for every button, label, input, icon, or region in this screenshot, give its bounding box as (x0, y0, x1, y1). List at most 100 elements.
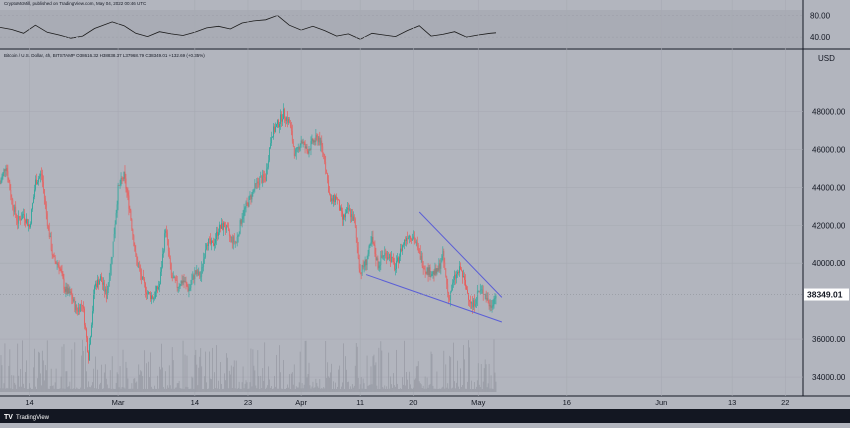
candle-body (115, 224, 116, 234)
volume-bar (249, 389, 250, 392)
candle-body (338, 199, 339, 200)
candle-body (173, 277, 174, 278)
candle-body (444, 263, 445, 269)
candle-body (198, 272, 199, 275)
candle-body (452, 283, 453, 290)
candle-body (455, 275, 456, 279)
price-tick-label: 34000.00 (812, 373, 846, 382)
candle-body (104, 282, 105, 291)
candle-body (415, 241, 416, 242)
volume-bar (112, 356, 113, 392)
candle-body (62, 271, 63, 274)
volume-bar (144, 350, 145, 392)
volume-bar (423, 386, 424, 392)
candle-body (233, 237, 234, 244)
volume-bar (433, 386, 434, 392)
volume-bar (192, 377, 193, 392)
volume-bar (100, 383, 101, 392)
volume-bar (160, 369, 161, 392)
volume-bar (368, 386, 369, 392)
volume-bar (230, 375, 231, 392)
candle-body (230, 236, 231, 237)
candle-body (472, 302, 473, 307)
candle-body (326, 170, 327, 173)
candle-body (174, 277, 175, 278)
volume-bar (170, 385, 171, 392)
volume-bar (141, 371, 142, 392)
candle-body (24, 214, 25, 219)
volume-bar (266, 388, 267, 392)
volume-bar (373, 356, 374, 392)
volume-bar (268, 366, 269, 392)
volume-bar (86, 371, 87, 392)
candle-body (39, 176, 40, 178)
volume-bar (334, 389, 335, 392)
candle-body (491, 305, 492, 307)
volume-bar (32, 389, 33, 392)
candle-body (122, 178, 123, 179)
candle-body (42, 174, 43, 182)
candle-body (130, 209, 131, 211)
candle-body (478, 291, 479, 292)
candle-body (362, 265, 363, 274)
candle-body (369, 246, 370, 254)
volume-bar (171, 389, 172, 392)
volume-bar (18, 376, 19, 392)
volume-bar (255, 370, 256, 392)
candle-body (366, 260, 367, 266)
volume-bar (490, 389, 491, 392)
candle-body (433, 271, 434, 274)
candle-body (462, 271, 463, 278)
candle-body (298, 147, 299, 148)
volume-bar (226, 353, 227, 392)
volume-bar (145, 389, 146, 392)
candle-body (166, 231, 167, 233)
volume-bar (198, 368, 199, 392)
volume-bar (465, 389, 466, 392)
tradingview-logo[interactable]: TV TradingView (4, 414, 50, 421)
volume-bar (440, 389, 441, 392)
candle-body (243, 216, 244, 218)
volume-bar (400, 388, 401, 392)
candle-body (458, 272, 459, 273)
candle-body (459, 266, 460, 273)
candle-body (57, 264, 58, 265)
volume-bar (121, 389, 122, 392)
candle-body (422, 256, 423, 266)
candle-body (93, 294, 94, 311)
candle-body (492, 306, 493, 307)
candle-body (471, 302, 472, 303)
volume-bar (250, 382, 251, 392)
candle-body (446, 276, 447, 284)
candle-body (205, 249, 206, 257)
volume-bar (454, 381, 455, 392)
volume-bar (92, 382, 93, 392)
candle-body (408, 238, 409, 239)
volume-bar (65, 389, 66, 392)
candle-body (292, 131, 293, 141)
volume-bar (195, 355, 196, 392)
candle-body (486, 294, 487, 299)
volume-bar (435, 389, 436, 392)
candle-body (299, 147, 300, 150)
candle-body (445, 268, 446, 276)
volume-bar (218, 381, 219, 392)
volume-bar (175, 388, 176, 392)
volume-bar (64, 344, 65, 392)
volume-bar (71, 389, 72, 392)
candle-body (359, 258, 360, 268)
candle-body (192, 280, 193, 284)
candle-body (432, 274, 433, 276)
volume-bar (149, 377, 150, 392)
volume-bar (288, 388, 289, 392)
candle-body (188, 286, 189, 290)
volume-bar (108, 388, 109, 392)
candle-body (319, 138, 320, 145)
volume-bar (207, 389, 208, 392)
volume-bar (69, 386, 70, 392)
candle-body (351, 214, 352, 217)
volume-bar (449, 356, 450, 392)
volume-bar (450, 357, 451, 392)
candle-body (295, 154, 296, 156)
volume-bar (42, 351, 43, 392)
